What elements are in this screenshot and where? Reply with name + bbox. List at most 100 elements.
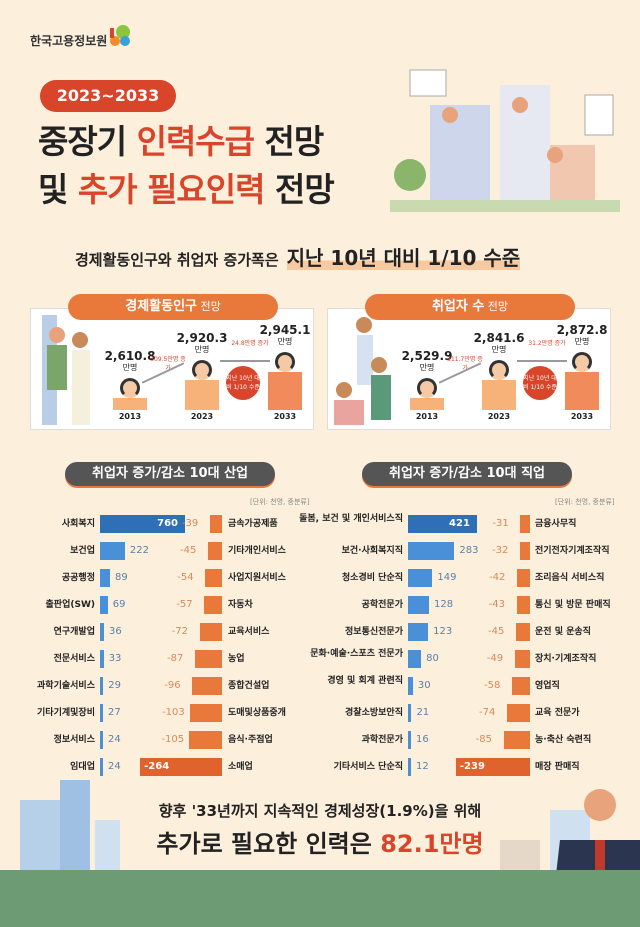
increase-category-label: 임대업 [70, 762, 95, 772]
trend-value: 2,945.1 만명 [255, 324, 315, 348]
decrease-bar [195, 650, 222, 668]
increase-bar [100, 542, 125, 560]
decrease-value: -96 [164, 680, 181, 691]
decrease-value: -105 [161, 734, 185, 745]
decrease-category-label: 통신 및 방문 판매직 [535, 600, 611, 610]
decrease-category-label: 소매업 [228, 762, 253, 772]
increase-bar [408, 542, 455, 560]
decrease-bar [199, 623, 222, 641]
increase-category-label: 보건·사회복지직 [341, 546, 403, 556]
arrow-icon [220, 360, 270, 362]
decrease-category-label: 운전 및 운송직 [535, 627, 591, 637]
decrease-category-label: 금속가공제품 [228, 519, 278, 529]
increase-value: 16 [416, 734, 429, 745]
decrease-bar [455, 758, 530, 776]
decrease-category-label: 전기전자기계조작직 [535, 546, 610, 556]
increase-category-label: 출판업(SW) [45, 600, 95, 610]
couple-illustration [42, 315, 90, 425]
increase-value: 123 [433, 626, 453, 637]
decrease-category-label: 사업지원서비스 [228, 573, 286, 583]
decrease-bar [514, 650, 530, 668]
increase-value: 283 [459, 545, 479, 556]
decrease-bar [516, 623, 530, 641]
decrease-value: -45 [488, 626, 505, 637]
value-number: 2,872.8 [556, 323, 608, 337]
arrow-icon [517, 360, 567, 362]
decrease-bar [192, 677, 222, 695]
value-number: 2,841.6 [473, 331, 525, 345]
increase-bar [100, 731, 103, 749]
occupation-unit-note: [단위: 천명, 중분류] [555, 498, 615, 506]
decrease-value: -49 [486, 653, 504, 664]
increase-value: 222 [129, 545, 149, 556]
trend-value: 2,610.8 만명 [100, 350, 160, 374]
period-pill: 2023~2033 [40, 80, 176, 112]
increase-bar [408, 623, 429, 641]
increase-category-label: 과학기술서비스 [37, 681, 95, 691]
workers-illustration [390, 69, 620, 212]
decrease-bar [516, 569, 530, 587]
increase-category-label: 정보통신전문가 [345, 627, 403, 637]
increase-bar [100, 704, 104, 722]
labor-force-panel-title: 경제활동인구 전망 [68, 294, 278, 320]
decrease-bar [512, 677, 530, 695]
title-line-2: 및 추가 필요인력 전망 [38, 170, 335, 209]
increase-value: 27 [108, 707, 121, 718]
year-label: 2023 [190, 412, 214, 421]
increase-category-label: 기타기계및장비 [37, 708, 95, 718]
trend-value: 2,872.8 만명 [552, 324, 612, 348]
increase-bar [100, 515, 186, 533]
trend-value: 2,841.6 만명 [469, 332, 529, 356]
increase-bar [100, 596, 108, 614]
decrease-value: -42 [488, 572, 506, 583]
decrease-bar [520, 542, 530, 560]
trend-bar [185, 380, 219, 410]
footer-line-1: 향후 '33년까지 지속적인 경제성장(1.9%)을 위해 [158, 802, 482, 820]
increase-value: 69 [112, 599, 126, 610]
decrease-value: -74 [479, 707, 496, 718]
decrease-bar [208, 542, 222, 560]
decrease-value: -85 [475, 734, 492, 745]
decrease-category-label: 교육 전문가 [535, 708, 580, 718]
decrease-category-label: 종합건설업 [228, 681, 270, 691]
increase-value: 80 [426, 653, 439, 664]
increase-bar [408, 677, 413, 695]
increase-value: 33 [108, 653, 122, 664]
increase-bar [408, 704, 412, 722]
increase-value: 760 [157, 518, 178, 529]
industry-unit-note: [단위: 천명, 중분류] [250, 498, 310, 506]
industry-chart-title: 취업자 증가/감소 10대 산업 [65, 462, 275, 486]
decrease-category-label: 농·축산 숙련직 [535, 735, 592, 745]
increase-category-label: 정보서비스 [53, 735, 95, 745]
increase-value: 149 [437, 572, 457, 583]
decrease-bar [189, 731, 222, 749]
decrease-category-label: 영업직 [535, 681, 560, 691]
decrease-value: -264 [144, 761, 170, 772]
decrease-bar [520, 515, 530, 533]
decrease-bar [204, 596, 222, 614]
decrease-category-label: 교육서비스 [228, 627, 270, 637]
increase-value: 24 [108, 761, 121, 772]
value-unit: 만명 [194, 345, 210, 354]
value-number: 2,945.1 [259, 323, 311, 337]
increase-category-label: 청소경비 단순직 [341, 573, 403, 583]
decrease-bar [140, 758, 222, 776]
value-unit: 만명 [574, 337, 590, 346]
office-workers-illustration [334, 317, 391, 425]
decrease-bar [503, 731, 530, 749]
decrease-value: -43 [488, 599, 505, 610]
increase-value: 24 [108, 734, 121, 745]
value-number: 2,920.3 [176, 331, 228, 345]
increase-bar [408, 515, 478, 533]
decrease-category-label: 조리음식 서비스직 [535, 573, 605, 583]
decrease-category-label: 자동차 [228, 600, 253, 610]
decrease-value: -87 [167, 653, 184, 664]
person-icon [120, 378, 140, 398]
subtitle: 경제활동인구와 취업자 증가폭은 지난 10년 대비 1/10 수준 [75, 246, 521, 270]
increase-value: 29 [108, 680, 121, 691]
increase-category-label: 연구개발업 [53, 627, 95, 637]
increase-category-label: 공공행정 [61, 573, 95, 583]
decade-comparison-badge: 지난 10년 대비 1/10 수준 [226, 366, 260, 400]
person-icon [572, 352, 592, 372]
decrease-value: -54 [177, 572, 194, 583]
